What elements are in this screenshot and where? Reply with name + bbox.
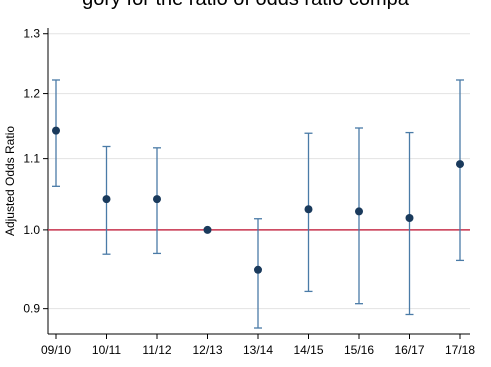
x-tick-label: 17/18 (445, 343, 475, 357)
error-bars (52, 79, 464, 329)
x-tick-label: 12/13 (192, 343, 222, 357)
y-tick-label: 1.2 (23, 87, 40, 101)
x-tick-label: 09/10 (41, 343, 71, 357)
data-point (203, 225, 212, 234)
data-point (456, 160, 464, 169)
y-tick-label: 1.1 (23, 152, 40, 166)
y-tick-label: 0.9 (23, 302, 40, 316)
x-tick-label: 15/16 (344, 343, 374, 357)
x-tick-label: 16/17 (394, 343, 424, 357)
tick-labels: 0.9 1.0 1.1 1.2 1.3 09/10 10/11 11/12 12/13 13/14… (23, 27, 475, 357)
x-tick-label: 11/12 (142, 343, 171, 357)
data-point (304, 205, 313, 214)
data-points (52, 126, 464, 274)
data-point (102, 195, 111, 204)
data-point (153, 195, 161, 204)
data-point (52, 126, 60, 135)
y-tick-label: 1.0 (23, 223, 40, 237)
data-point (355, 207, 363, 216)
axes (43, 28, 470, 339)
data-point (254, 265, 262, 274)
x-tick-label: 14/15 (293, 343, 323, 357)
y-axis-title: Adjusted Odds Ratio (3, 126, 17, 236)
data-point (405, 214, 414, 223)
y-tick-label: 1.3 (23, 27, 40, 41)
x-tick-label: 13/14 (243, 343, 273, 357)
x-tick-label: 10/11 (92, 343, 121, 357)
caption-fragment: gory for the ratio of odds ratio compa (0, 0, 491, 12)
